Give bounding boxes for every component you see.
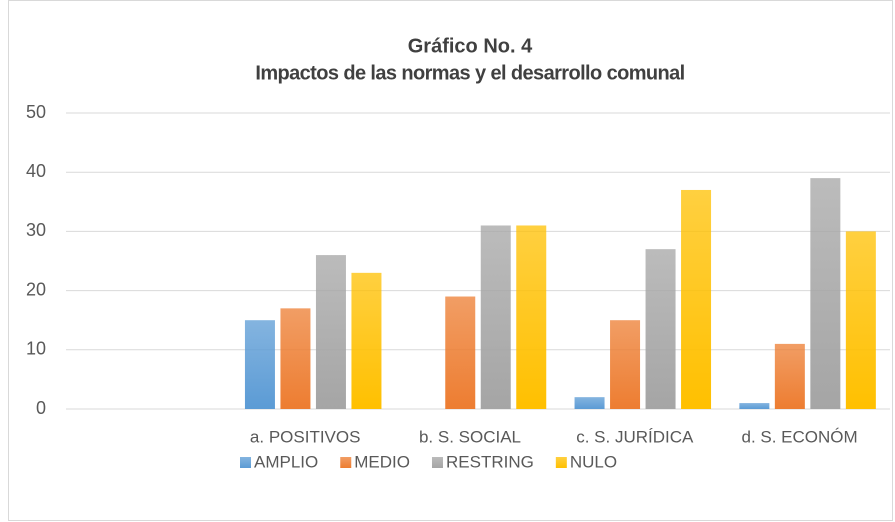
x-tick-label: b. S. SOCIAL xyxy=(419,427,521,446)
y-tick-label: 50 xyxy=(26,102,46,122)
legend-label: AMPLIO xyxy=(254,452,318,471)
y-tick-label: 10 xyxy=(26,339,46,359)
bar xyxy=(845,231,876,409)
legend-swatch xyxy=(240,457,251,468)
bar xyxy=(351,272,382,409)
bar xyxy=(574,397,605,409)
bar xyxy=(516,225,547,409)
legend-swatch xyxy=(340,457,352,468)
bar xyxy=(480,225,511,409)
bar xyxy=(280,308,311,409)
bar xyxy=(645,249,676,409)
bar xyxy=(315,255,346,409)
chart-frame xyxy=(8,0,893,521)
bar xyxy=(810,178,841,409)
legend-label: MEDIO xyxy=(354,452,410,471)
legend-swatch xyxy=(431,457,443,468)
x-tick-label: d. S. ECONÓM xyxy=(742,427,858,446)
bar xyxy=(445,296,476,409)
legend-label: RESTRING xyxy=(446,452,534,471)
chart-subtitle: Impactos de las normas y el desarrollo c… xyxy=(255,62,684,84)
chart-title: Gráfico No. 4 xyxy=(408,35,533,57)
x-tick-label: a. POSITIVOS xyxy=(250,427,361,446)
y-tick-label: 40 xyxy=(26,161,46,181)
bar xyxy=(739,403,770,409)
bar xyxy=(610,320,641,409)
y-tick-label: 30 xyxy=(26,220,46,240)
bar xyxy=(774,343,805,409)
legend-swatch xyxy=(555,457,567,468)
bar xyxy=(244,320,275,409)
y-tick-label: 20 xyxy=(26,279,46,299)
bar xyxy=(681,189,712,409)
x-tick-label: c. S. JURÍDICA xyxy=(576,427,694,446)
y-tick-label: 0 xyxy=(36,398,46,418)
legend-label: NULO xyxy=(570,452,617,471)
